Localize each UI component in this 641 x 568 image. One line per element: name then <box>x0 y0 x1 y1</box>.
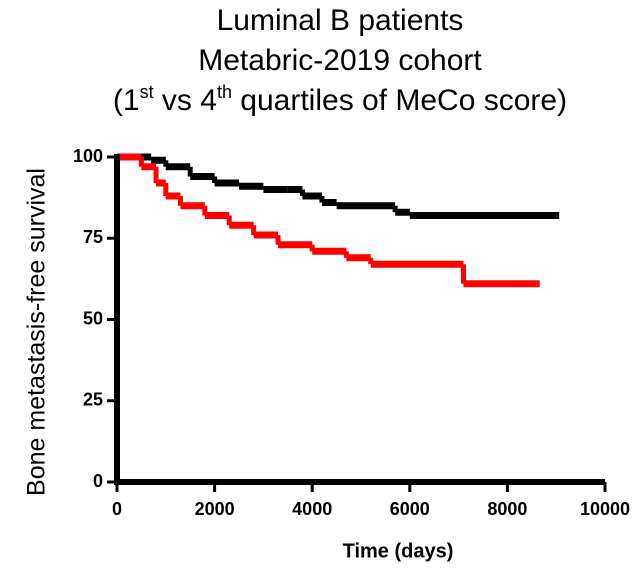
x-axis-label: Time (days) <box>343 540 454 562</box>
x-tick-label: 2000 <box>195 499 235 519</box>
x-tick-label: 6000 <box>390 499 430 519</box>
y-tick-label: 75 <box>83 227 103 247</box>
chart-title: Metabric-2019 cohort <box>198 44 482 77</box>
y-tick-label: 25 <box>83 390 103 410</box>
y-axis-label: Bone metastasis-free survival <box>23 168 51 496</box>
y-tick-label: 100 <box>73 146 103 166</box>
chart-title: (1st vs 4th quartiles of MeCo score) <box>113 82 567 117</box>
title-text: quartiles of MeCo score) <box>232 84 567 117</box>
y-tick-label: 50 <box>83 308 103 328</box>
title-text: (1 <box>113 84 140 117</box>
x-tick-label: 4000 <box>292 499 332 519</box>
x-tick-label: 0 <box>112 499 122 519</box>
x-tick-label: 8000 <box>487 499 527 519</box>
x-tick-label: 10000 <box>580 499 630 519</box>
chart-title: Luminal B patients <box>217 4 464 37</box>
title-superscript: th <box>217 82 232 102</box>
title-superscript: st <box>140 82 154 102</box>
title-text: Metabric-2019 cohort <box>198 44 482 77</box>
title-text: vs 4 <box>154 84 217 117</box>
title-text: Luminal B patients <box>217 4 464 37</box>
y-tick-label: 0 <box>93 471 103 491</box>
